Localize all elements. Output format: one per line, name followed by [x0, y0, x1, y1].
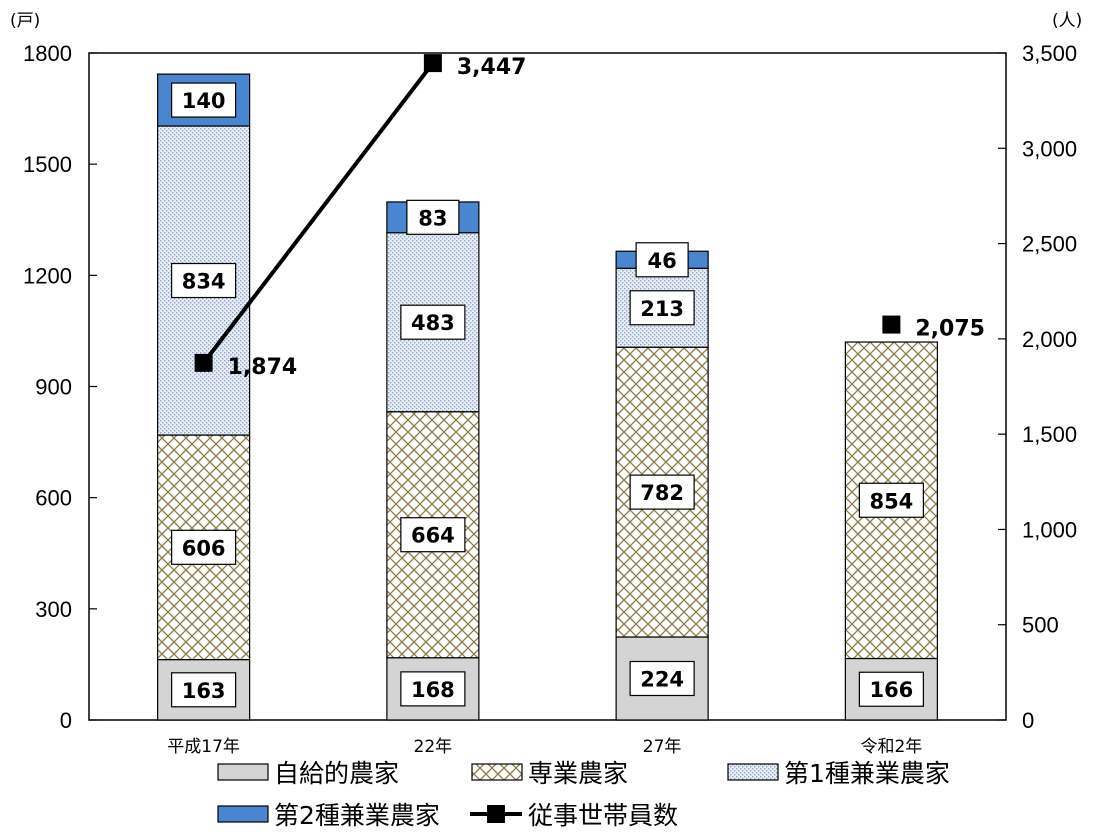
- data-label-box: [171, 82, 237, 118]
- category-label: 令和2年: [860, 737, 922, 757]
- right-tick-label: 3,500: [1022, 41, 1077, 66]
- data-label-box: [858, 482, 924, 518]
- data-label: 163: [182, 679, 226, 703]
- data-label: 483: [411, 311, 455, 335]
- line-point-label: 1,874: [228, 355, 298, 380]
- data-label: 213: [640, 297, 684, 321]
- category-label: 平成17年: [167, 737, 240, 757]
- data-label: 782: [640, 481, 684, 505]
- category-axis: 平成17年 22年 27年 令和2年: [167, 737, 922, 757]
- data-label-box: [400, 304, 466, 340]
- data-label-box: [635, 242, 689, 278]
- bar-labels-layer: 163 606 834 140 168 664 483 83 224 782 213 46 166 854: [171, 82, 924, 708]
- legend-label: 専業農家: [528, 759, 628, 788]
- bars-layer: [157, 73, 938, 721]
- data-label-box: [400, 517, 466, 553]
- data-label: 168: [411, 678, 455, 702]
- data-label: 166: [869, 678, 913, 702]
- line-point-label: 3,447: [457, 55, 527, 80]
- data-label-box: [629, 474, 695, 510]
- data-label: 854: [869, 489, 913, 513]
- series-line: [202, 61, 435, 365]
- right-tick-label: 1,000: [1022, 517, 1077, 542]
- legend-label: 第1種兼業農家: [784, 759, 950, 788]
- category-label: 22年: [414, 737, 453, 757]
- legend-line-marker: [487, 805, 505, 823]
- right-axis: 0 500 1,000 1,500 2,000 2,500 3,000 3,500: [998, 41, 1077, 733]
- data-label-box: [400, 671, 466, 707]
- left-tick-label: 1200: [23, 263, 72, 288]
- line-point: [423, 54, 442, 73]
- data-label: 664: [411, 524, 455, 548]
- data-label: 46: [648, 249, 677, 273]
- right-tick-label: 2,500: [1022, 232, 1077, 257]
- legend-swatch: [217, 805, 269, 823]
- left-tick-label: 0: [60, 708, 72, 733]
- legend-swatch: [471, 763, 523, 781]
- left-tick-label: 1500: [23, 152, 72, 177]
- data-label-box: [171, 672, 237, 708]
- data-label-box: [629, 290, 695, 326]
- data-label-box: [858, 671, 924, 707]
- data-label: 224: [640, 667, 684, 691]
- right-axis-unit: (人): [1052, 11, 1082, 31]
- legend-swatch: [727, 763, 779, 781]
- right-tick-label: 2,000: [1022, 327, 1077, 352]
- data-label: 834: [182, 270, 226, 294]
- data-label: 606: [182, 536, 226, 560]
- legend-label: 従事世帯員数: [528, 801, 678, 830]
- right-tick-label: 3,000: [1022, 136, 1077, 161]
- category-label: 27年: [643, 737, 682, 757]
- left-tick-label: 1800: [23, 41, 72, 66]
- line-point: [882, 315, 901, 334]
- legend-swatch: [217, 763, 269, 781]
- legend-label: 自給的農家: [274, 759, 399, 788]
- data-label-box: [171, 262, 237, 299]
- left-tick-label: 600: [35, 486, 72, 511]
- right-tick-label: 0: [1022, 708, 1034, 733]
- right-tick-label: 1,500: [1022, 422, 1077, 447]
- left-axis-unit: (戸): [10, 11, 40, 31]
- line-point: [194, 353, 213, 372]
- right-tick-label: 500: [1022, 613, 1059, 638]
- left-tick-label: 300: [35, 597, 72, 622]
- left-axis: 0 300 600 900 1200 1500 1800: [23, 41, 97, 733]
- data-label-box: [406, 199, 460, 235]
- data-label-box: [171, 529, 237, 565]
- line-point-label: 2,075: [915, 317, 985, 342]
- data-label-box: [629, 660, 695, 697]
- left-tick-label: 900: [35, 375, 72, 400]
- line-layer: 1,874 3,447 2,075: [194, 54, 985, 380]
- legend-label: 第2種兼業農家: [274, 801, 440, 830]
- data-label: 83: [418, 206, 447, 230]
- data-label: 140: [182, 89, 226, 113]
